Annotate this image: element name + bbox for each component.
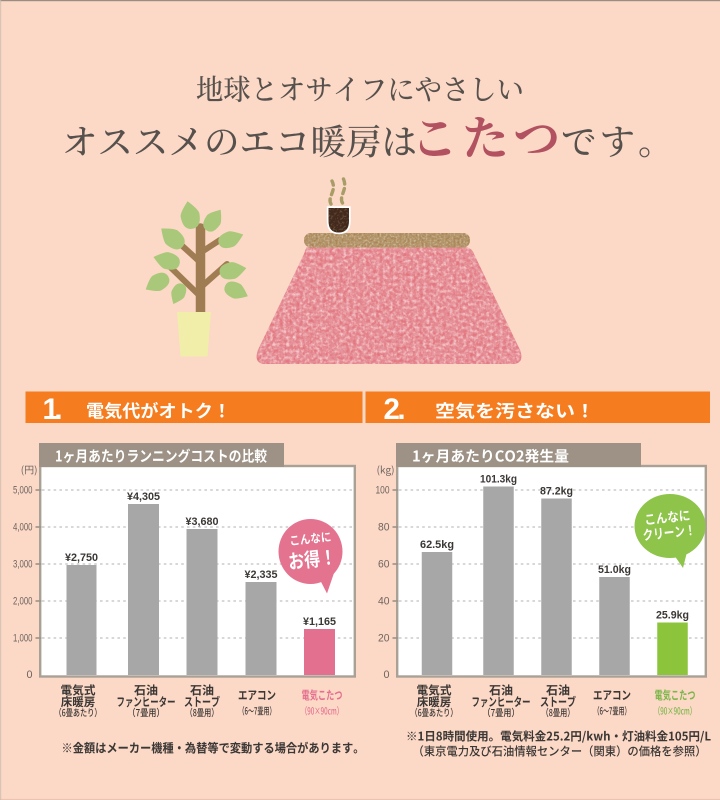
svg-text:0: 0 [383,669,389,681]
svg-text:¥2,335: ¥2,335 [245,569,278,581]
svg-text:4,000: 4,000 [13,522,33,534]
svg-text:25.9kg: 25.9kg [656,609,689,621]
svg-text:20: 20 [378,633,390,645]
svg-text:51.0kg: 51.0kg [598,564,631,576]
svg-text:¥2,750: ¥2,750 [65,552,98,564]
svg-text:1,000: 1,000 [13,633,33,645]
svg-text:100: 100 [376,485,390,497]
svg-text:40: 40 [378,596,390,608]
svg-text:80: 80 [378,522,390,534]
svg-text:87.2kg: 87.2kg [540,485,573,497]
svg-text:5,000: 5,000 [13,485,33,497]
svg-text:2,000: 2,000 [13,596,33,608]
svg-text:¥4,305: ¥4,305 [127,491,160,503]
svg-text:101.3kg: 101.3kg [480,473,517,485]
svg-text:62.5kg: 62.5kg [420,539,454,551]
svg-text:60: 60 [378,559,390,571]
svg-text:3,000: 3,000 [13,559,33,571]
svg-text:2.: 2. [384,393,405,426]
svg-text:¥1,165: ¥1,165 [303,616,336,628]
svg-text:0: 0 [26,669,32,681]
svg-text:¥3,680: ¥3,680 [186,516,219,528]
